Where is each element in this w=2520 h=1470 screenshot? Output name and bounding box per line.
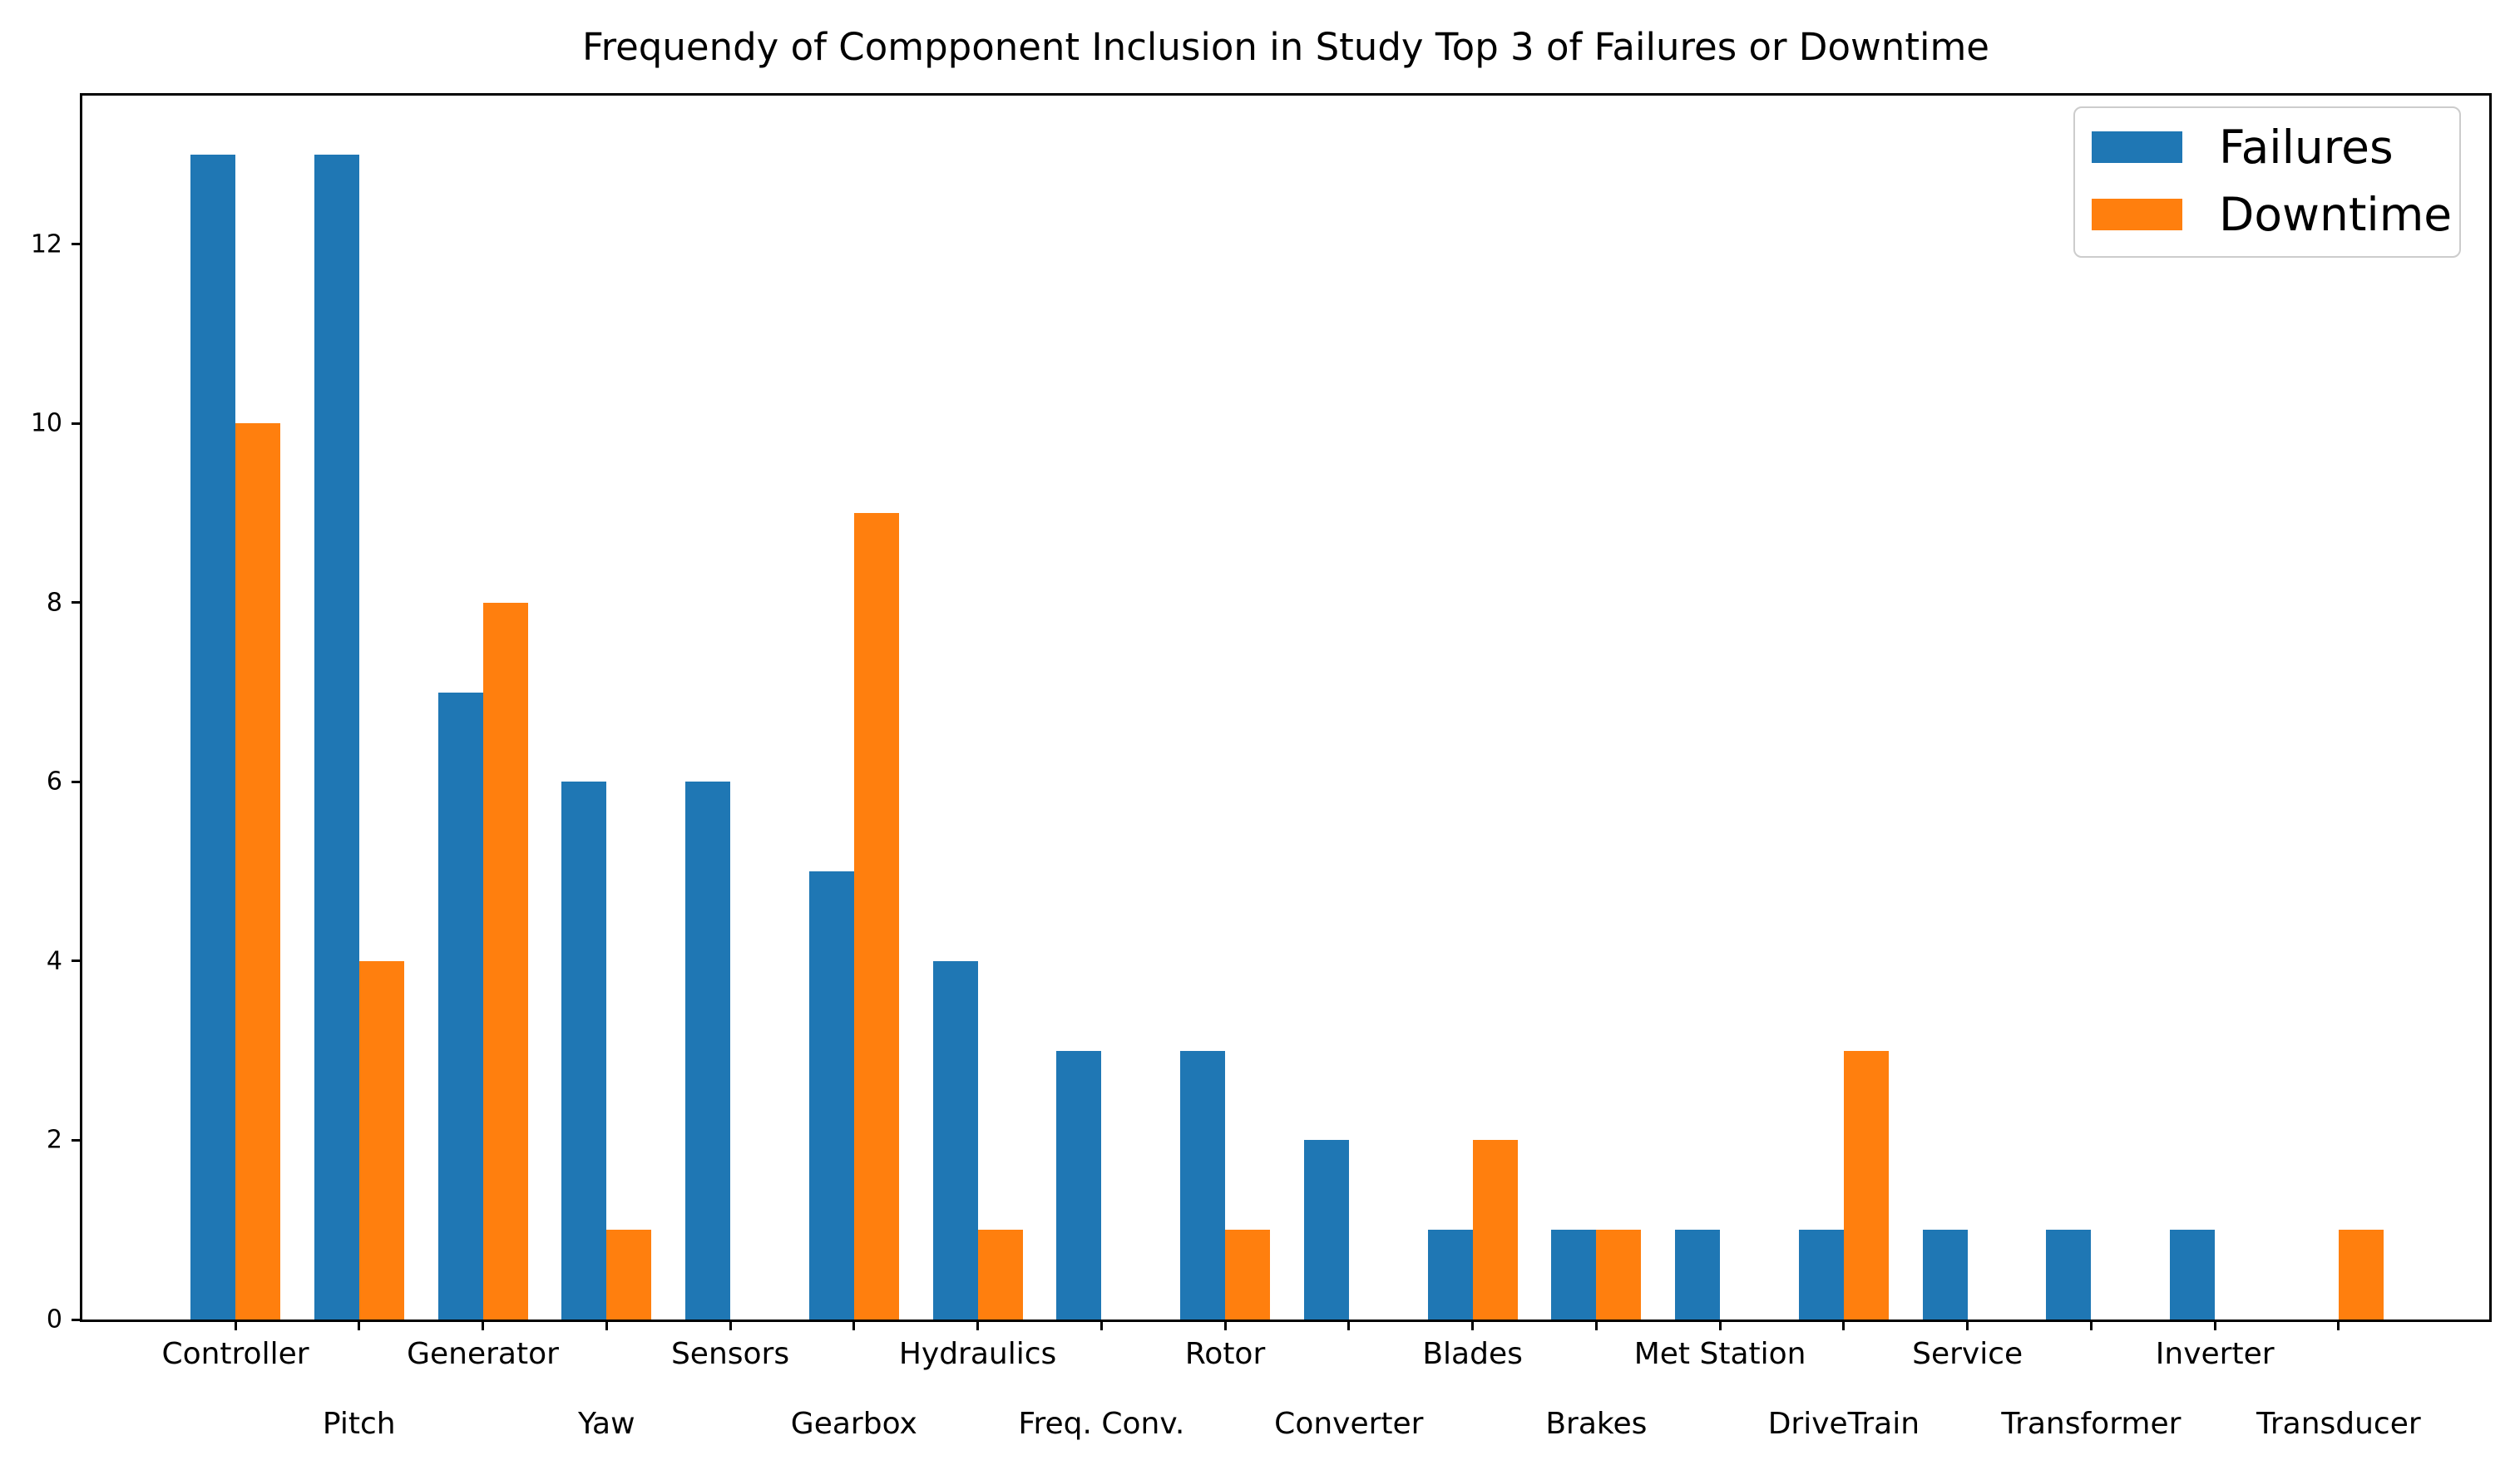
x-tick-mark-drivetrain bbox=[1842, 1320, 1846, 1330]
bar-downtime-pitch bbox=[358, 960, 404, 1320]
bar-failures-generator bbox=[437, 692, 483, 1320]
x-tick-label-service: Service bbox=[1912, 1337, 2023, 1371]
bar-failures-pitch bbox=[314, 155, 359, 1320]
x-tick-label-met-station: Met Station bbox=[1633, 1337, 1806, 1371]
bar-downtime-hydraulics bbox=[977, 1230, 1023, 1320]
bar-downtime-rotor bbox=[1225, 1230, 1271, 1320]
legend: Failures Downtime bbox=[2073, 106, 2461, 258]
x-tick-label-converter: Converter bbox=[1274, 1407, 1424, 1441]
x-tick-mark-sensors bbox=[729, 1320, 732, 1330]
bar-downtime-gearbox bbox=[853, 513, 899, 1320]
x-tick-mark-freq-conv bbox=[1099, 1320, 1103, 1330]
plot-area: 0 2 4 6 8 10 12 Controller Pitch Generator Yaw Sens… bbox=[31, 93, 2492, 1441]
y-tick-mark-10 bbox=[72, 422, 82, 425]
legend-label-downtime: Downtime bbox=[2219, 187, 2453, 241]
y-tick-mark-2 bbox=[72, 1138, 82, 1142]
bar-downtime-controller bbox=[235, 423, 280, 1320]
bar-failures-brakes bbox=[1551, 1230, 1597, 1320]
x-tick-label-yaw: Yaw bbox=[577, 1407, 635, 1441]
x-tick-mark-inverter bbox=[2213, 1320, 2216, 1330]
x-tick-label-transducer: Transducer bbox=[2256, 1407, 2421, 1441]
x-tick-label-pitch: Pitch bbox=[322, 1407, 396, 1441]
x-tick-mark-service bbox=[1966, 1320, 1969, 1330]
x-tick-mark-transducer bbox=[2337, 1320, 2340, 1330]
x-tick-label-sensors: Sensors bbox=[670, 1337, 790, 1371]
bar-failures-met-station bbox=[1675, 1230, 1721, 1320]
bar-failures-service bbox=[1922, 1230, 1968, 1320]
bar-failures-rotor bbox=[1180, 1050, 1226, 1320]
x-tick-mark-met-station bbox=[1718, 1320, 1722, 1330]
bar-failures-inverter bbox=[2170, 1230, 2216, 1320]
x-tick-label-brakes: Brakes bbox=[1545, 1407, 1648, 1441]
chart-title: Frequendy of Compponent Inclusion in Stu… bbox=[582, 25, 1989, 69]
x-tick-label-generator: Generator bbox=[407, 1337, 559, 1371]
y-tick-label-8: 8 bbox=[46, 588, 62, 618]
x-tick-mark-yaw bbox=[605, 1320, 608, 1330]
legend-label-failures: Failures bbox=[2219, 120, 2394, 174]
bar-downtime-blades bbox=[1472, 1140, 1518, 1320]
x-tick-mark-transformer bbox=[2089, 1320, 2093, 1330]
x-tick-label-controller: Controller bbox=[161, 1337, 309, 1371]
bar-downtime-drivetrain bbox=[1843, 1050, 1889, 1320]
x-tick-mark-generator bbox=[482, 1320, 485, 1330]
x-tick-label-rotor: Rotor bbox=[1184, 1337, 1266, 1371]
bar-failures-converter bbox=[1303, 1140, 1349, 1320]
y-tick-mark-4 bbox=[72, 959, 82, 963]
legend-item-downtime: Downtime bbox=[2092, 191, 2452, 237]
legend-swatch-downtime bbox=[2092, 199, 2182, 230]
x-tick-mark-hydraulics bbox=[976, 1320, 980, 1330]
x-tick-label-drivetrain: DriveTrain bbox=[1767, 1407, 1920, 1441]
bar-failures-controller bbox=[190, 155, 235, 1320]
legend-item-failures: Failures bbox=[2092, 124, 2443, 170]
y-tick-label-0: 0 bbox=[46, 1305, 62, 1334]
bar-failures-yaw bbox=[561, 782, 607, 1320]
bar-downtime-transducer bbox=[2338, 1230, 2384, 1320]
y-tick-label-10: 10 bbox=[30, 408, 62, 438]
x-tick-label-transformer: Transformer bbox=[2001, 1407, 2182, 1441]
x-tick-label-hydraulics: Hydraulics bbox=[898, 1337, 1057, 1371]
y-tick-mark-12 bbox=[72, 243, 82, 246]
x-tick-mark-rotor bbox=[1223, 1320, 1227, 1330]
bar-downtime-generator bbox=[482, 602, 528, 1320]
x-tick-mark-gearbox bbox=[852, 1320, 856, 1330]
x-tick-label-blades: Blades bbox=[1422, 1337, 1523, 1371]
x-tick-label-gearbox: Gearbox bbox=[790, 1407, 917, 1441]
bar-failures-gearbox bbox=[808, 871, 854, 1320]
x-tick-mark-pitch bbox=[358, 1320, 361, 1330]
y-tick-mark-8 bbox=[72, 601, 82, 604]
x-tick-mark-brakes bbox=[1594, 1320, 1598, 1330]
y-tick-label-12: 12 bbox=[30, 229, 62, 259]
bar-failures-drivetrain bbox=[1798, 1230, 1844, 1320]
x-tick-label-inverter: Inverter bbox=[2155, 1337, 2275, 1371]
x-tick-label-freq-conv: Freq. Conv. bbox=[1018, 1407, 1185, 1441]
bar-failures-hydraulics bbox=[932, 960, 978, 1320]
x-tick-mark-blades bbox=[1471, 1320, 1475, 1330]
bar-downtime-brakes bbox=[1596, 1230, 1642, 1320]
bar-failures-transformer bbox=[2046, 1230, 2092, 1320]
x-tick-mark-converter bbox=[1347, 1320, 1351, 1330]
y-tick-mark-6 bbox=[72, 780, 82, 783]
x-tick-mark-controller bbox=[234, 1320, 237, 1330]
legend-swatch-failures bbox=[2092, 131, 2182, 163]
bar-downtime-yaw bbox=[606, 1230, 652, 1320]
bar-failures-freq-conv bbox=[1056, 1050, 1102, 1320]
y-tick-label-6: 6 bbox=[46, 767, 62, 797]
y-tick-mark-0 bbox=[72, 1318, 82, 1321]
y-tick-label-2: 2 bbox=[46, 1125, 62, 1155]
bar-failures-blades bbox=[1427, 1230, 1473, 1320]
y-tick-label-4: 4 bbox=[46, 946, 62, 976]
bar-failures-sensors bbox=[685, 782, 731, 1320]
